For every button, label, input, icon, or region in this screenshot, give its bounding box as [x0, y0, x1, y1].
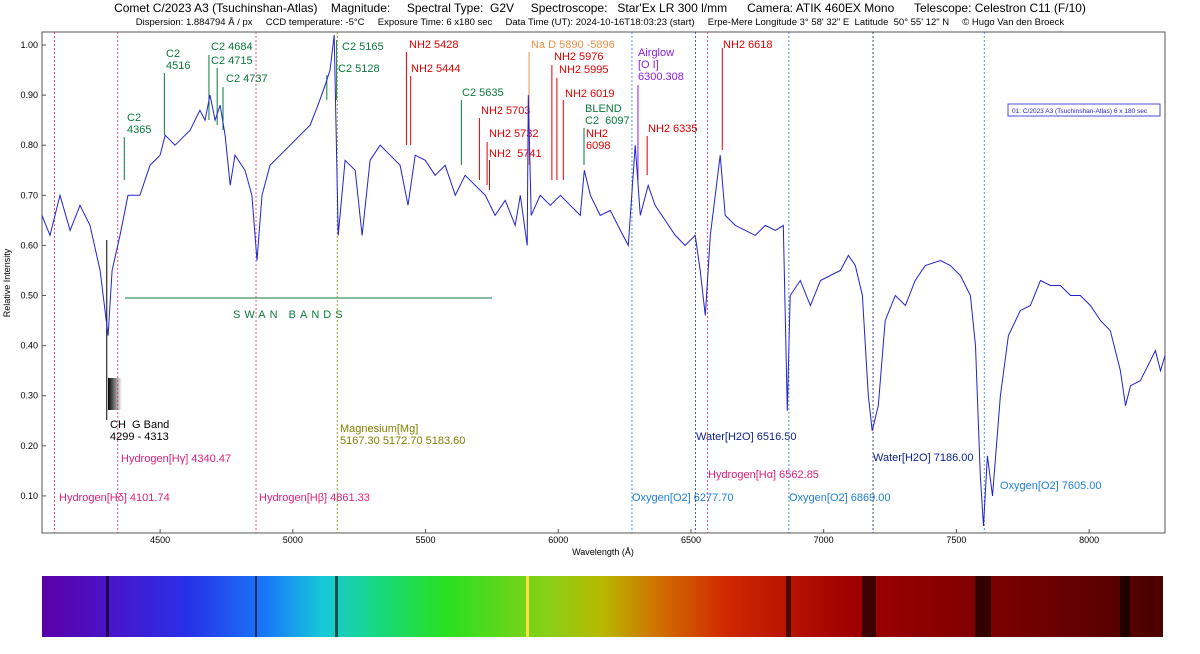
annotation-label: NH2 5444: [411, 63, 461, 75]
x-tick-label: 6500: [681, 535, 701, 545]
annotation-label: Water[H2O] 6516.50: [696, 431, 796, 443]
x-tick-label: 6000: [548, 535, 568, 545]
g-band-swatch: [108, 378, 122, 410]
annotation-label: Hydrogen[Hβ] 4861.33: [259, 492, 370, 504]
annotation-label: NH2 5732: [489, 128, 539, 140]
annotation-label: BLEND: [585, 103, 622, 115]
annotation-label: C2 4737: [226, 73, 268, 85]
x-tick-label: 8000: [1079, 535, 1099, 545]
annotation-label: C2: [166, 48, 180, 60]
annotation-label: 4516: [166, 60, 190, 72]
annotation-label: CH G Band: [110, 419, 169, 431]
annotation-label: Na D 5890 -5896: [531, 39, 615, 51]
strip-lines: [106, 576, 1130, 637]
swan-band-label: SWAN BANDS: [233, 309, 347, 321]
y-tick-label: 1.00: [20, 40, 38, 50]
chart-subtitle: Dispersion: 1.884794 Å / px CCD temperat…: [136, 17, 1065, 28]
annotation-label: NH2 6019: [565, 88, 615, 100]
annotation-label: Oxygen[O2] 6277.70: [632, 492, 734, 504]
legend-label: 01: C/2023 A3 (Tsuchinshan-Atlas) 6 x 18…: [1012, 108, 1148, 115]
annotation-label: C2 5128: [338, 63, 380, 75]
annotation-label: NH2 5703: [481, 105, 531, 117]
legend: 01: C/2023 A3 (Tsuchinshan-Atlas) 6 x 18…: [1007, 103, 1161, 117]
annotation-label: Hydrogen[Hγ] 4340.47: [121, 453, 231, 465]
annotation-label: Hydrogen[Hα] 6562.85: [708, 469, 819, 481]
y-tick-label: 0.90: [20, 90, 38, 100]
annotation-label: [O I]: [638, 59, 659, 71]
y-tick-label: 0.40: [20, 341, 38, 351]
y-tick-label: 0.30: [20, 391, 38, 401]
annotation-label: 4365: [127, 124, 151, 136]
y-axis-label: Relative Intensity: [2, 248, 12, 317]
annotation-label: 5167.30 5172.70 5183.60: [340, 435, 465, 447]
annotation-label: 6300.308: [638, 71, 684, 83]
plot-frame: [41, 31, 1166, 534]
x-tick-label: 5000: [283, 535, 303, 545]
annotation-label: NH2 5995: [559, 64, 609, 76]
annotation-label: NH2 5976: [554, 51, 604, 63]
annotation-label: C2 5165: [342, 41, 384, 53]
spectrum-strip: [42, 576, 1163, 637]
annotation-label: NH2 5741: [489, 148, 542, 160]
annotation-label: Oxygen[O2] 6869.00: [789, 492, 891, 504]
chart-title: Comet C/2023 A3 (Tsuchinshan-Atlas) Magn…: [114, 1, 1086, 15]
x-tick-label: 7000: [814, 535, 834, 545]
annotation-label: 6098: [586, 140, 610, 152]
x-tick-label: 4500: [150, 535, 170, 545]
strip-emission: [526, 576, 529, 637]
annotation-label: 4299 - 4313: [110, 431, 169, 443]
legend-box: [1007, 103, 1161, 117]
annotation-label: Hydrogen[Hδ] 4101.74: [59, 492, 170, 504]
y-tick-label: 0.70: [20, 190, 38, 200]
annotation-label: NH2 6618: [723, 39, 773, 51]
y-tick-label: 0.10: [20, 491, 38, 501]
y-tick-label: 0.50: [20, 291, 38, 301]
annotation-label: NH2: [586, 128, 608, 140]
annotation-label: Airglow: [638, 47, 674, 59]
x-tick-label: 5500: [416, 535, 436, 545]
annotation-label: NH2 6335: [648, 123, 698, 135]
annotation-label: C2 4684: [211, 41, 253, 53]
y-tick-label: 0.60: [20, 240, 38, 250]
y-tick-label: 0.80: [20, 140, 38, 150]
annotation-label: Water[H2O] 7186.00: [873, 452, 973, 464]
annotation-label: C2 5635: [462, 87, 504, 99]
annotation-label: NH2 5428: [409, 39, 459, 51]
x-tick-label: 7500: [946, 535, 966, 545]
annotation-label: Oxygen[O2] 7605.00: [1000, 480, 1102, 492]
annotation-label: Magnesium[Mg]: [340, 423, 418, 435]
annotation-label: C2 4715: [211, 55, 253, 67]
annotation-label: C2: [127, 112, 141, 124]
annotation-label: C2 6097: [585, 115, 630, 127]
x-axis-label: Wavelength (Å): [572, 547, 634, 557]
y-tick-label: 0.20: [20, 441, 38, 451]
spectrum-line: [41, 34, 1166, 527]
